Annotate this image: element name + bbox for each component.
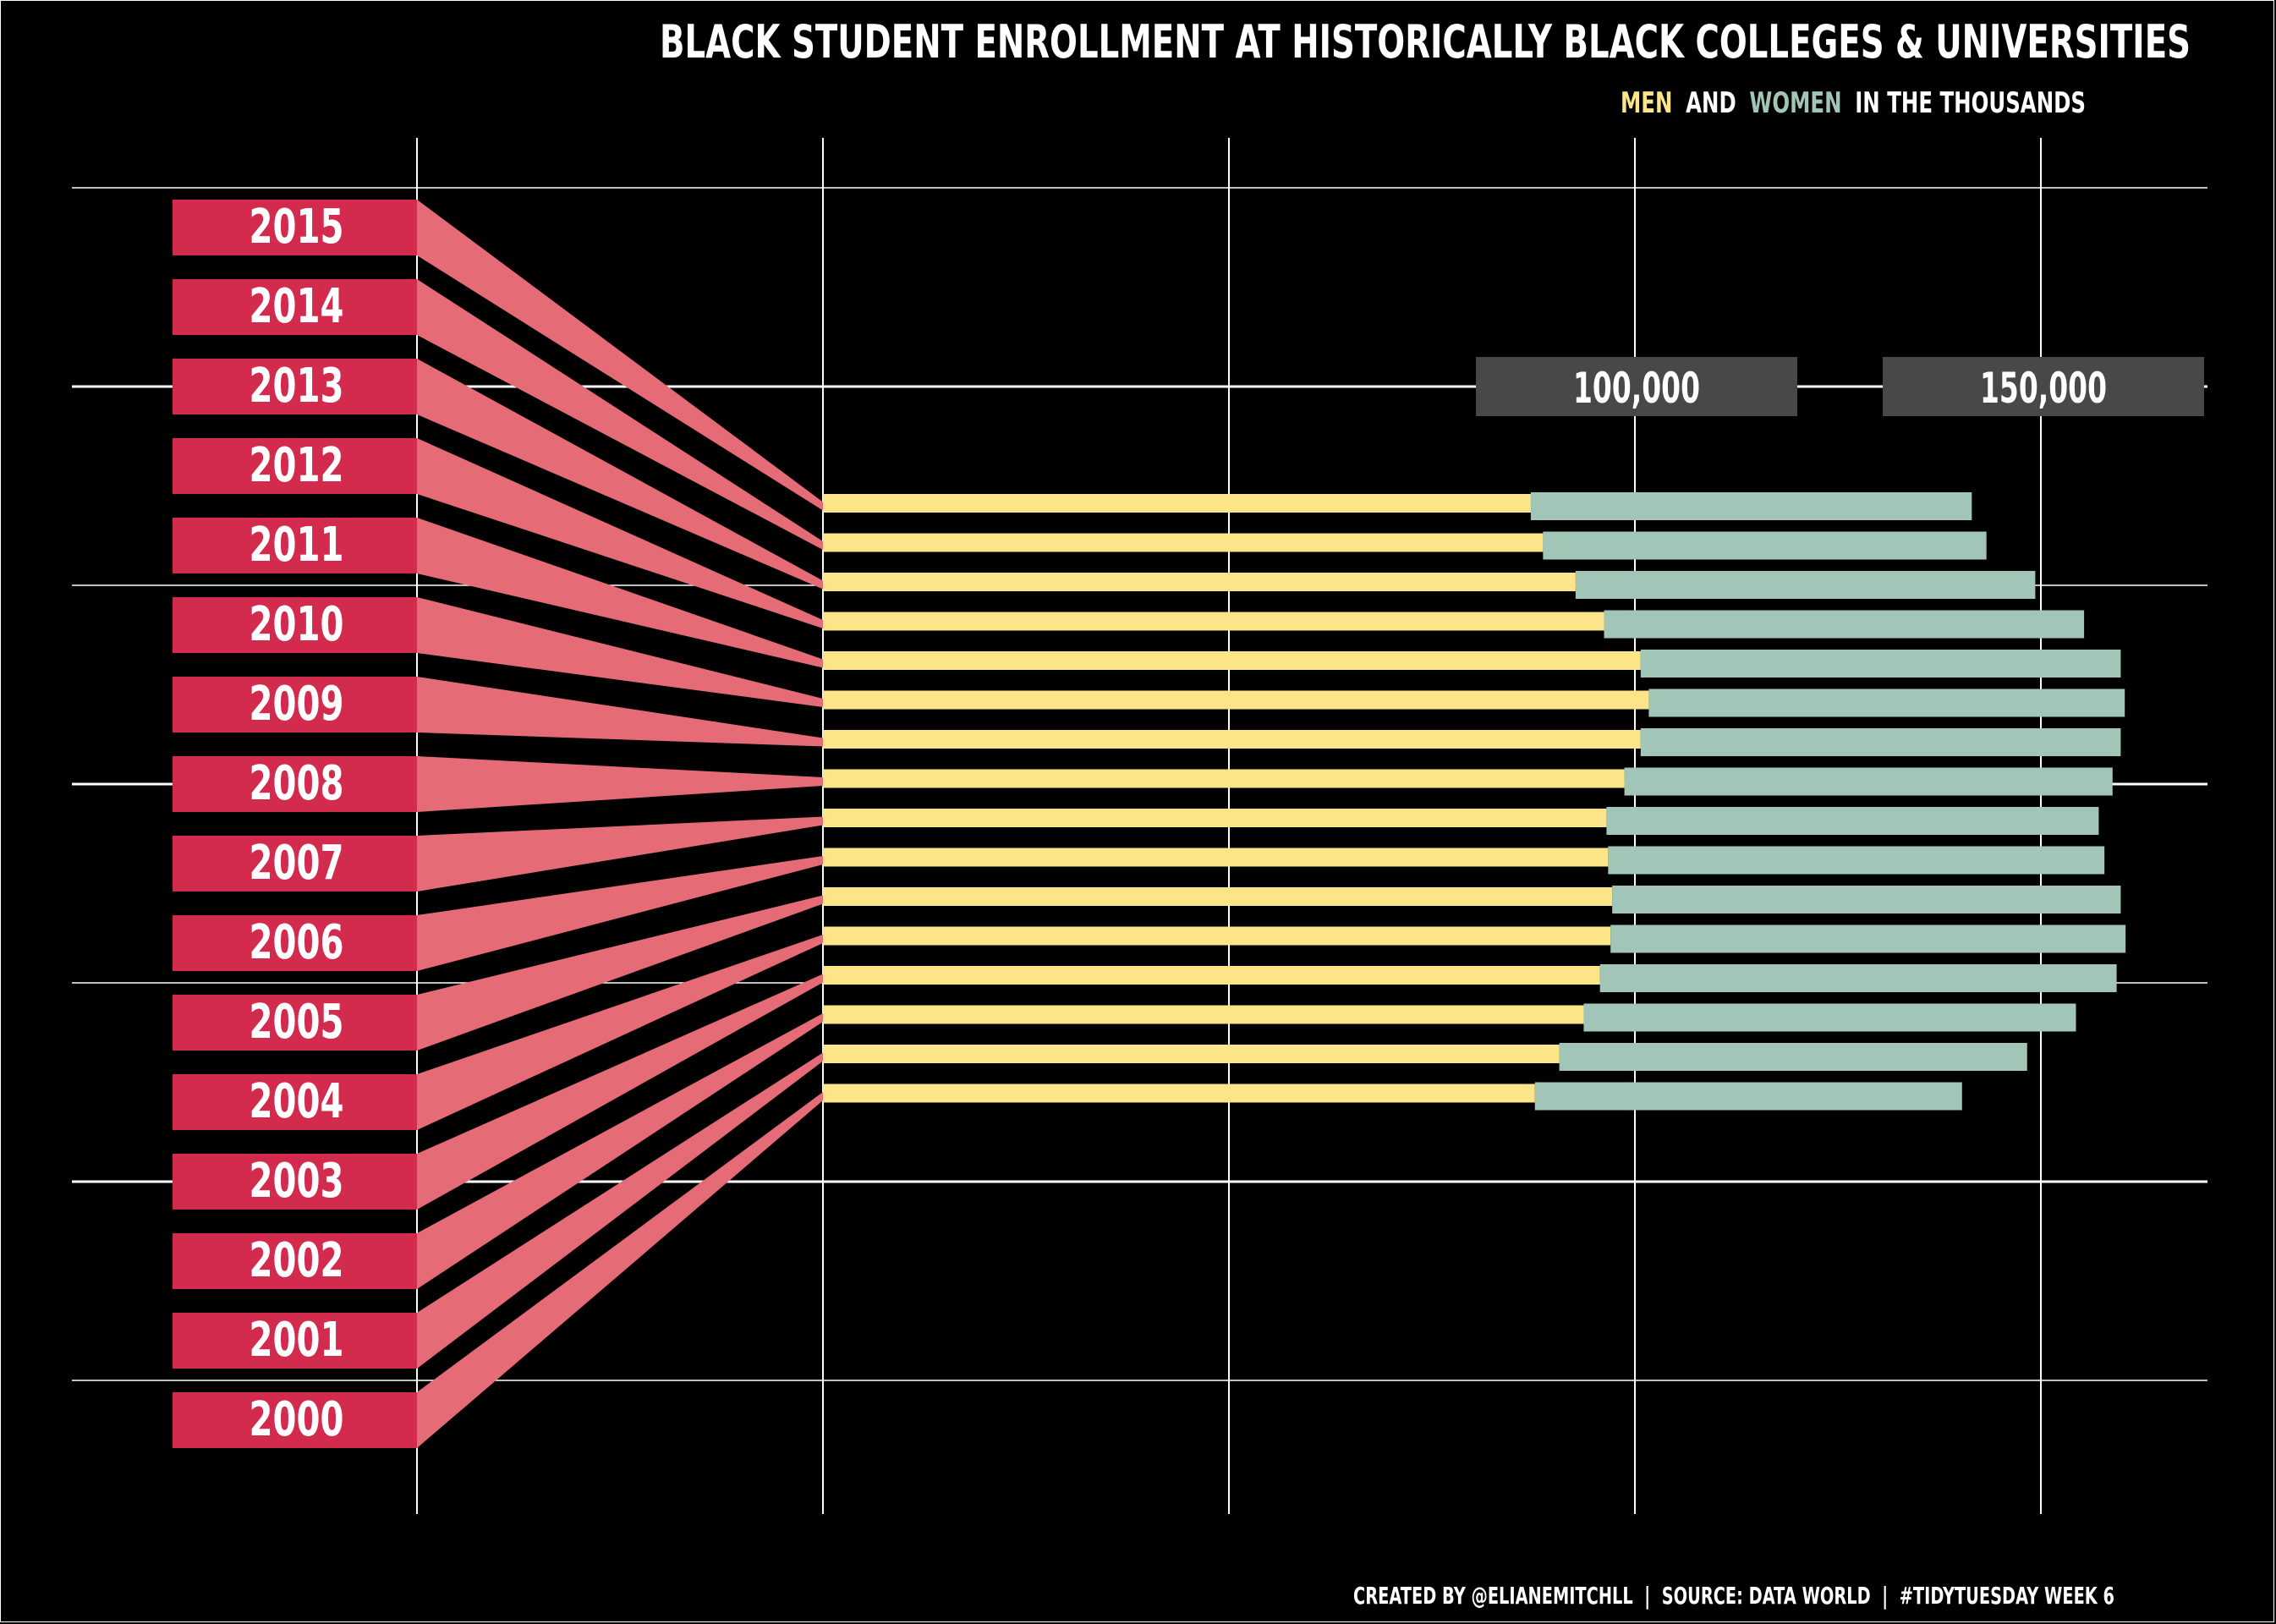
year-label-2003: 2003 (250, 1154, 344, 1209)
subtitle-men: MEN (1621, 86, 1672, 120)
tick-label-1: 100,000 (1573, 364, 1700, 413)
year-label-2010: 2010 (250, 597, 344, 652)
year-label-box-2012 (173, 438, 417, 494)
bar-women-2015 (1530, 492, 1972, 520)
chart-subtitle: MEN AND WOMEN IN THE THOUSANDS (1621, 86, 2086, 120)
bar-men-2008 (823, 769, 1625, 788)
year-label-2014: 2014 (250, 279, 344, 334)
bar-men-2012 (823, 612, 1604, 631)
bar-women-2013 (1575, 571, 2036, 599)
bar-men-2000 (823, 1084, 1535, 1103)
connector-2013 (417, 359, 823, 590)
connector-2000 (417, 1092, 823, 1448)
year-label-2015: 2015 (250, 200, 344, 255)
connector-2004 (417, 935, 823, 1130)
year-label-2013: 2013 (250, 359, 344, 414)
subtitle-rest: IN THE THOUSANDS (1855, 86, 2086, 120)
connector-2012 (417, 438, 823, 628)
bar-men-2007 (823, 809, 1607, 827)
connector-2006 (417, 856, 823, 971)
year-label-box-2007 (173, 836, 417, 892)
year-connectors (417, 200, 823, 1448)
bar-men-2013 (823, 573, 1576, 591)
subtitle-women: WOMEN (1749, 86, 1841, 120)
year-label-2007: 2007 (250, 836, 344, 891)
bar-men-2011 (823, 651, 1641, 670)
year-label-2001: 2001 (250, 1313, 344, 1368)
year-label-box-2010 (173, 597, 417, 653)
bar-men-2014 (823, 533, 1544, 552)
bar-women-2007 (1606, 807, 2099, 835)
chart-title: BLACK STUDENT ENROLLMENT AT HISTORICALLY… (660, 15, 2191, 69)
year-label-box-2005 (173, 995, 417, 1051)
bar-men-2015 (823, 494, 1531, 513)
year-labels: 2015 2014 2013 2012 2011 2010 2009 2008 2007 2006… (173, 200, 417, 1448)
bar-men-2002 (823, 1005, 1584, 1024)
bars (823, 492, 2126, 1111)
connector-2003 (417, 974, 823, 1210)
bar-women-2000 (1534, 1082, 1962, 1111)
year-label-2012: 2012 (250, 438, 344, 493)
year-label-box-2008 (173, 756, 417, 812)
year-label-2004: 2004 (250, 1074, 344, 1129)
bar-women-2008 (1624, 767, 2113, 796)
year-label-2009: 2009 (250, 677, 344, 732)
year-label-2000: 2000 (250, 1392, 344, 1447)
bar-men-2009 (823, 730, 1641, 749)
connector-2011 (417, 518, 823, 668)
connector-2008 (417, 756, 823, 812)
year-label-2008: 2008 (250, 756, 344, 811)
subtitle-and: AND (1686, 86, 1736, 120)
bar-women-2009 (1640, 728, 2121, 756)
connector-2010 (417, 597, 823, 707)
year-label-2011: 2011 (250, 518, 344, 573)
year-label-2005: 2005 (250, 995, 344, 1050)
tick-box-1 (1476, 357, 1797, 416)
year-label-2006: 2006 (250, 915, 344, 970)
tick-box-2 (1883, 357, 2204, 416)
year-label-box-2000 (173, 1392, 417, 1448)
bar-men-2001 (823, 1045, 1560, 1063)
connector-2007 (417, 816, 823, 892)
year-label-box-2014 (173, 279, 417, 335)
connector-2005 (417, 895, 823, 1051)
year-label-box-2003 (173, 1154, 417, 1210)
bar-women-2004 (1610, 924, 2126, 953)
year-label-box-2009 (173, 677, 417, 732)
bar-women-2006 (1608, 846, 2105, 875)
connector-2001 (417, 1052, 823, 1369)
bar-women-2001 (1559, 1043, 2027, 1071)
year-label-box-2006 (173, 915, 417, 971)
bar-women-2002 (1583, 1003, 2076, 1032)
bar-women-2003 (1599, 964, 2117, 992)
bar-men-2005 (823, 887, 1613, 906)
bar-men-2010 (823, 690, 1649, 710)
year-label-box-2004 (173, 1074, 417, 1130)
chart-caption: CREATED BY @ELIANEMITCHLL | SOURCE: DATA… (1353, 1582, 2114, 1610)
connector-2009 (417, 677, 823, 747)
bar-men-2004 (823, 926, 1611, 946)
bar-women-2010 (1648, 689, 2125, 717)
bar-women-2005 (1612, 886, 2121, 914)
connector-2014 (417, 279, 823, 550)
year-label-box-2015 (173, 200, 417, 255)
bar-women-2012 (1604, 610, 2085, 639)
bar-men-2003 (823, 966, 1600, 985)
year-label-box-2001 (173, 1313, 417, 1369)
year-label-box-2013 (173, 359, 417, 414)
tick-label-2: 150,000 (1980, 364, 2107, 413)
year-label-box-2002 (173, 1233, 417, 1289)
year-label-2002: 2002 (250, 1233, 344, 1288)
year-label-box-2011 (173, 518, 417, 573)
tick-boxes: 100,000 150,000 (1476, 357, 2204, 416)
bar-women-2011 (1640, 650, 2121, 678)
bar-women-2014 (1543, 531, 1987, 560)
bar-men-2006 (823, 848, 1609, 867)
connector-2002 (417, 1013, 823, 1289)
connector-2015 (417, 200, 823, 511)
